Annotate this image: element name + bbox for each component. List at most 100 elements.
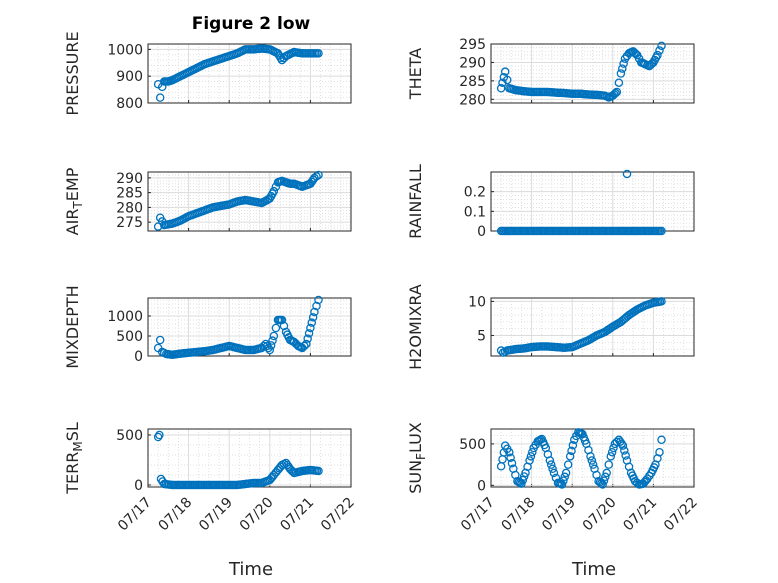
y-tick-label: 1000 xyxy=(107,42,143,58)
data-point xyxy=(559,476,568,485)
data-point xyxy=(614,78,624,87)
data-point xyxy=(597,479,606,488)
y-tick-label: 280 xyxy=(116,200,143,216)
data-point xyxy=(609,90,619,99)
x-tick-label: 07/19 xyxy=(196,495,236,535)
y-axis-label-rest: SL xyxy=(63,422,82,441)
y-tick-label: 500 xyxy=(116,428,143,444)
data-point xyxy=(502,75,512,85)
x-tick-label: 07/18 xyxy=(499,495,539,535)
data-point xyxy=(606,452,616,461)
data-point xyxy=(602,468,611,478)
data-point xyxy=(314,466,323,476)
data-point xyxy=(657,226,666,236)
axes-box xyxy=(490,297,695,357)
data-point xyxy=(601,472,610,482)
y-tick-label: 0 xyxy=(134,349,143,365)
y-axis-label-rest: LUX xyxy=(406,422,425,453)
data-point xyxy=(306,323,315,333)
y-tick-label: 500 xyxy=(459,437,486,453)
x-tick-label: 07/19 xyxy=(539,495,579,535)
data-point xyxy=(266,341,276,350)
data-point xyxy=(268,336,277,345)
x-tick-label: 07/20 xyxy=(237,495,277,535)
data-point xyxy=(269,186,279,196)
data-point xyxy=(314,170,323,180)
axes-background xyxy=(148,429,351,487)
data-point xyxy=(621,451,630,460)
x-tick-label: 07/22 xyxy=(661,495,701,535)
x-tick-label: 07/17 xyxy=(458,495,498,535)
data-point xyxy=(560,472,570,482)
y-tick-label: 290 xyxy=(459,55,486,71)
data-point xyxy=(548,464,557,474)
data-point xyxy=(549,468,559,478)
y-tick-label: 295 xyxy=(459,37,486,53)
y-axis-label-rest: EMP xyxy=(63,167,82,201)
data-point xyxy=(505,447,514,457)
y-axis-label-main: SUN xyxy=(406,460,425,494)
y-tick-label: 0.2 xyxy=(464,185,486,201)
data-point xyxy=(155,430,164,440)
data-point xyxy=(264,343,273,353)
data-point xyxy=(588,460,598,469)
data-point xyxy=(155,93,165,102)
data-point xyxy=(507,458,517,468)
data-point xyxy=(586,452,595,461)
data-point xyxy=(657,297,666,306)
data-point xyxy=(525,456,534,465)
y-tick-label: 5 xyxy=(477,329,486,345)
data-point xyxy=(599,476,609,485)
x-tick-label: 07/17 xyxy=(115,495,155,535)
data-point xyxy=(300,341,309,351)
data-point xyxy=(545,456,555,465)
subplot-theta: 280 285 290 295 THETA xyxy=(406,37,695,108)
y-tick-label: 800 xyxy=(116,96,143,112)
data-point xyxy=(496,84,506,93)
y-axis-label: AIRTEMP xyxy=(63,167,85,235)
data-point xyxy=(653,50,662,60)
y-tick-label: 0 xyxy=(134,478,143,494)
data-point xyxy=(616,69,626,78)
y-tick-label: 0.1 xyxy=(464,204,486,220)
y-axis-label-main: AIR xyxy=(63,209,82,236)
y-tick-label: 900 xyxy=(116,69,143,85)
data-point xyxy=(153,222,163,231)
data-point xyxy=(655,447,664,457)
data-point xyxy=(604,460,613,469)
y-axis-label: PRESSURE xyxy=(63,31,82,115)
data-point xyxy=(271,323,281,333)
data-point xyxy=(307,318,317,327)
data-point xyxy=(657,435,666,445)
data-point xyxy=(269,470,279,480)
y-axis-label: THETA xyxy=(406,48,425,100)
data-point xyxy=(612,437,622,447)
y-axis-label: RAINFALL xyxy=(406,164,425,239)
y-axis-label: MIXDEPTH xyxy=(63,285,82,368)
x-tick-label: 07/18 xyxy=(156,495,196,535)
y-tick-label: 285 xyxy=(459,74,486,90)
data-point xyxy=(612,87,622,97)
data-point xyxy=(303,334,312,343)
data-point xyxy=(607,447,617,457)
y-axis-label-subscript: M xyxy=(71,441,85,451)
data-point xyxy=(611,88,620,98)
data-point xyxy=(153,432,163,442)
data-point xyxy=(302,339,311,349)
data-point xyxy=(567,446,576,456)
subplot-h2omixra: 5 10 H2OMIXRA xyxy=(406,284,695,370)
y-tick-label: 1000 xyxy=(107,309,143,325)
data-point xyxy=(314,49,323,58)
data-point xyxy=(619,59,628,68)
x-axis-label-left: Time xyxy=(228,559,273,580)
subplot-rainfall: 0 0.1 0.2 RAINFALL xyxy=(406,164,695,240)
y-axis-label-main: TERR xyxy=(63,452,82,495)
x-axis-label-right: Time xyxy=(571,559,616,580)
data-point xyxy=(565,452,575,461)
data-point xyxy=(568,441,578,450)
data-point xyxy=(609,443,618,453)
y-tick-label: 500 xyxy=(116,329,143,345)
data-point xyxy=(265,345,275,355)
